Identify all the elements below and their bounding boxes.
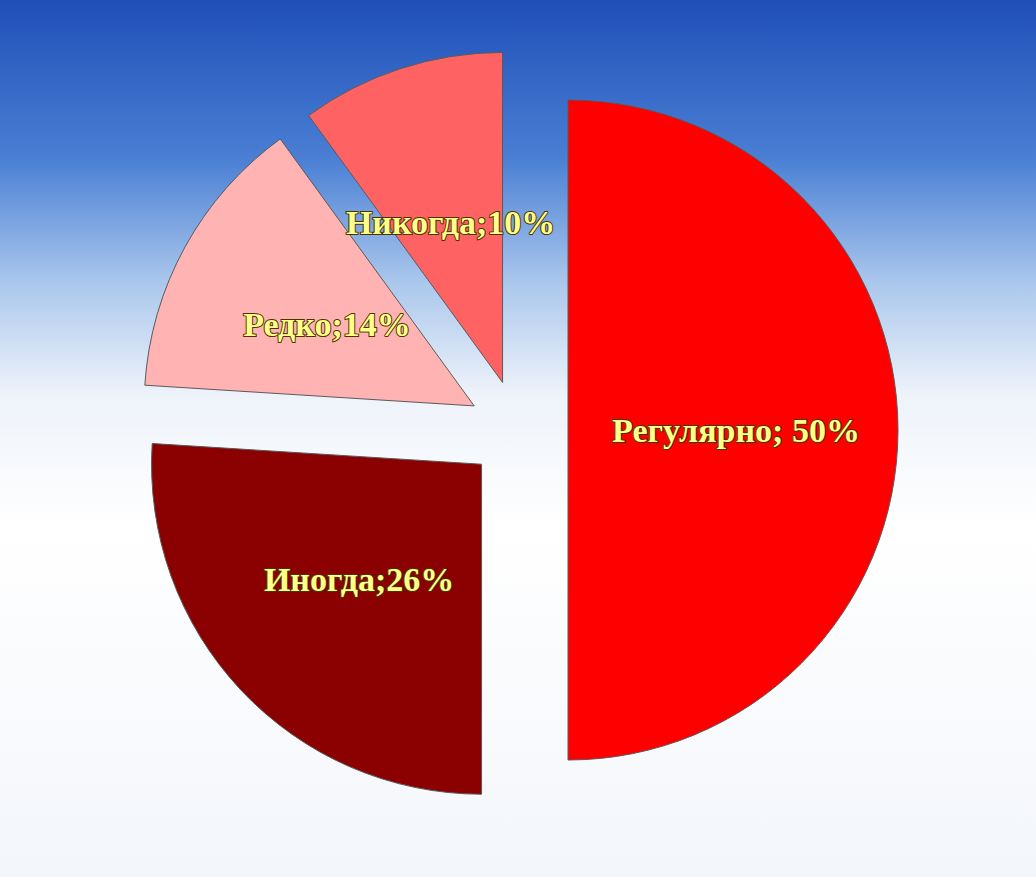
svg-text:Никогда;10%: Никогда;10% bbox=[346, 204, 555, 241]
svg-text:Редко;14%: Редко;14% bbox=[243, 306, 411, 343]
svg-text:Иногда;26%: Иногда;26% bbox=[264, 561, 454, 598]
svg-text:Регулярно; 50%: Регулярно; 50% bbox=[612, 412, 860, 449]
